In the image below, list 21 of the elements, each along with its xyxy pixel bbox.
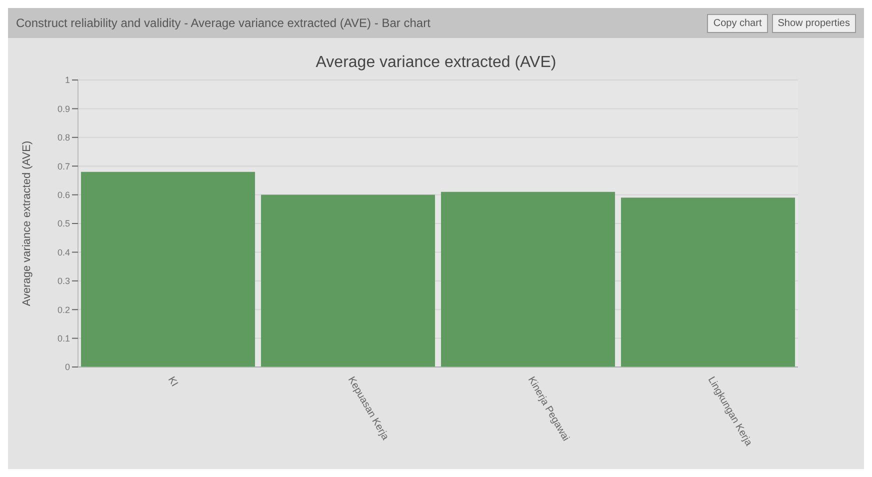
x-tick-label: KI — [165, 375, 180, 389]
y-tick-label: 0.7 — [57, 161, 70, 172]
y-tick-label: 0.2 — [57, 304, 70, 315]
chart-title: Average variance extracted (AVE) — [314, 54, 558, 72]
bar — [261, 194, 435, 367]
text: Show properties — [772, 14, 856, 32]
bar — [621, 198, 795, 367]
text: Construct reliability and validity - Average variance extracted (AVE) - Bar chart — [16, 16, 432, 30]
bar — [81, 172, 255, 367]
y-tick-label: 0.9 — [57, 104, 70, 114]
y-tick-label: 0.8 — [57, 132, 70, 143]
y-tick-label: 0.6 — [57, 190, 70, 200]
y-tick-label: 1 — [64, 75, 70, 86]
y-tick-label: 0 — [64, 362, 70, 372]
text: Copy chart — [707, 14, 768, 32]
y-axis-title: Average variance extracted (AVE) — [20, 140, 33, 306]
bar — [441, 192, 615, 367]
y-tick-label: 0.5 — [57, 218, 70, 229]
y-tick-label: 0.3 — [57, 276, 70, 286]
y-tick-label: 0.4 — [57, 247, 70, 258]
y-tick-label: 0.1 — [57, 333, 70, 344]
